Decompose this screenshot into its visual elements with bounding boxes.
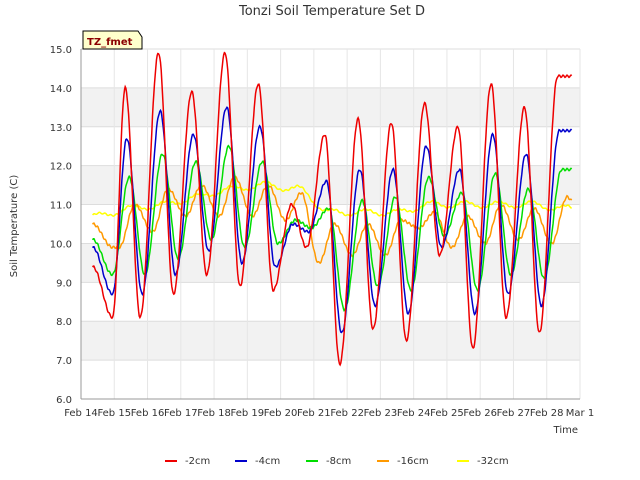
y-tick-label: 10.0 [50,239,72,250]
series-line-neg2cm [91,51,573,367]
x-tick-label: Feb 26 [463,408,497,419]
x-tick-label: Feb 14 [64,408,98,419]
tag-box: TZ_fmet [82,30,143,50]
x-tick-label: Feb 20 [264,408,298,419]
x-tick-label: Feb 18 [197,408,231,419]
legend-item: -16cm [377,456,429,467]
y-tick-label: 9.0 [56,278,72,289]
y-tick-label: 12.0 [50,162,72,173]
y-tick-labels: 6.0 7.0 8.0 9.0 10.0 11.0 12.0 13.0 14.0 15.0 [50,45,72,406]
legend-label: -2cm [185,456,210,467]
series-line-neg32cm [92,180,572,218]
x-axis-label: Time [553,425,578,436]
x-tick-label: Feb 24 [397,408,431,419]
x-tick-label: Mar 1 [566,408,594,419]
x-tick-label: Feb 28 [530,408,564,419]
x-tick-label: Feb 19 [231,408,265,419]
y-tick-label: 14.0 [50,84,72,95]
tag-label: TZ_fmet [87,37,133,48]
x-tick-labels: Feb 14 Feb 15 Feb 16 Feb 17 Feb 18 Feb 19 Feb … [64,408,594,419]
x-tick-label: Feb 22 [330,408,364,419]
plot-band [81,87,580,127]
axes [80,49,580,400]
legend-label: -32cm [477,456,509,467]
legend-item: -4cm [235,456,280,467]
legend-item: -32cm [457,456,509,467]
x-tick-label: Feb 17 [164,408,198,419]
y-tick-label: 15.0 [50,45,72,56]
y-tick-label: 6.0 [56,395,72,406]
y-tick-label: 13.0 [50,123,72,134]
legend-label: -4cm [255,456,280,467]
legend-item: -8cm [306,456,351,467]
x-tick-label: Feb 15 [97,408,131,419]
legend-item: -2cm [165,456,210,467]
y-tick-label: 8.0 [56,317,72,328]
plot-band [81,243,580,283]
y-axis-label: Soil Temperature (C) [9,175,20,278]
y-tick-label: 7.0 [56,356,72,367]
x-tick-label: Feb 23 [364,408,398,419]
legend-label: -8cm [326,456,351,467]
chart-title: Tonzi Soil Temperature Set D [238,4,425,19]
x-tick-label: Feb 16 [131,408,165,419]
plot-band [81,321,580,361]
x-tick-label: Feb 21 [297,408,331,419]
series-line-neg4cm [91,106,573,334]
series-layer [91,51,573,367]
y-tick-label: 11.0 [50,201,72,212]
x-tick-label: Feb 27 [497,408,531,419]
legend-label: -16cm [397,456,429,467]
x-tick-label: Feb 25 [430,408,464,419]
legend: -2cm -4cm -8cm -16cm -32cm [165,456,509,467]
